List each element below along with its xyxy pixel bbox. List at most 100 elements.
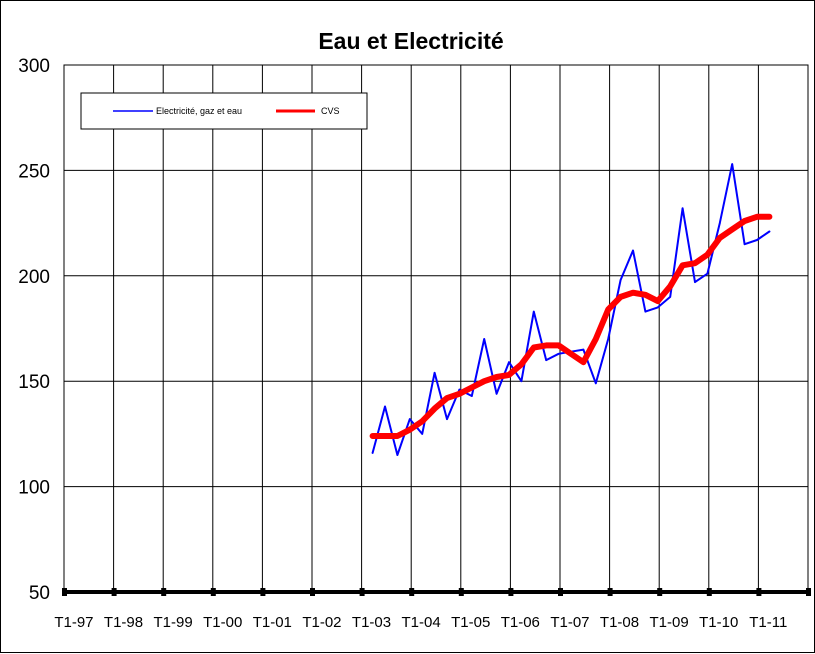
data-point-0 [508, 361, 510, 364]
x-axis-tick-mark [458, 588, 464, 596]
x-tick-label: T1-98 [104, 614, 143, 631]
data-point-1 [742, 218, 748, 224]
x-axis-tick-mark [806, 588, 811, 596]
x-tick-label: T1-06 [501, 614, 540, 631]
data-point-1 [543, 342, 549, 348]
data-point-1 [766, 214, 772, 220]
grid [62, 64, 811, 596]
data-point-0 [657, 306, 659, 309]
y-tick-label: 100 [18, 478, 50, 499]
data-point-0 [607, 338, 609, 340]
x-axis-tick-mark [607, 588, 613, 596]
data-point-0 [743, 243, 746, 245]
x-tick-label: T1-01 [253, 614, 292, 631]
data-point-0 [545, 359, 547, 361]
data-point-0 [483, 338, 486, 340]
x-tick-label: T1-00 [203, 614, 242, 631]
y-tick-label: 300 [18, 56, 50, 77]
legend: Electricité, gaz et eau CVS [80, 92, 368, 130]
series-layer [369, 163, 773, 456]
data-point-0 [371, 452, 374, 454]
data-point-1 [419, 418, 425, 424]
x-axis-tick-mark [756, 588, 762, 596]
data-point-1 [506, 372, 512, 378]
x-tick-label: T1-97 [54, 614, 93, 631]
data-point-0 [619, 279, 622, 281]
data-point-1 [481, 378, 487, 384]
data-point-0 [384, 405, 386, 408]
y-tick-label: 250 [18, 161, 50, 182]
x-axis-tick-mark [210, 588, 216, 596]
x-axis-tick-mark [409, 588, 415, 596]
data-point-1 [518, 361, 524, 367]
data-point-0 [669, 296, 671, 298]
x-axis-tick-mark [310, 588, 315, 596]
data-point-1 [432, 406, 438, 412]
data-point-0 [731, 163, 733, 165]
x-tick-label: T1-02 [302, 614, 341, 631]
data-point-0 [433, 372, 436, 374]
data-point-1 [754, 214, 760, 220]
data-point-0 [421, 433, 424, 435]
data-point-0 [644, 310, 647, 313]
x-tick-label: T1-05 [451, 614, 490, 631]
data-point-1 [456, 391, 462, 397]
data-point-1 [556, 342, 562, 348]
plot-area [63, 64, 809, 593]
x-tick-label: T1-03 [352, 614, 391, 631]
x-tick-label: T1-08 [600, 614, 639, 631]
data-point-1 [717, 235, 723, 241]
data-point-1 [630, 290, 636, 296]
x-axis-ticks: T1-97 T1-98 T1-99 T1-00 T1-01 T1-02 T1-03 T1-04… [54, 614, 787, 631]
x-axis-tick-mark [508, 588, 514, 596]
data-point-0 [557, 353, 560, 355]
x-axis-tick-mark [558, 588, 563, 596]
x-tick-label: T1-04 [402, 614, 441, 631]
data-point-1 [704, 252, 710, 258]
data-point-0 [520, 380, 523, 383]
data-point-1 [394, 433, 400, 439]
legend-label-1: CVS [321, 106, 340, 116]
y-tick-label: 200 [18, 267, 50, 288]
data-point-1 [407, 427, 413, 433]
data-point-0 [595, 382, 597, 385]
data-point-1 [370, 433, 376, 439]
x-axis-tick-mark [260, 588, 266, 596]
data-point-1 [667, 283, 673, 289]
data-point-1 [729, 226, 735, 232]
x-tick-label: T1-07 [550, 614, 589, 631]
x-tick-label: T1-09 [650, 614, 689, 631]
chart-title: Eau et Electricité [318, 28, 503, 54]
data-point-0 [681, 207, 684, 210]
x-axis-tick-mark [111, 588, 117, 596]
data-point-0 [706, 272, 709, 275]
data-point-0 [719, 222, 721, 224]
data-point-0 [533, 310, 535, 313]
data-point-1 [618, 294, 624, 300]
data-point-1 [469, 385, 475, 390]
data-point-0 [471, 395, 473, 397]
data-point-1 [382, 433, 388, 439]
y-axis-ticks: 50 100 150 200 250 300 [18, 56, 50, 604]
x-tick-label: T1-11 [749, 614, 787, 631]
data-point-1 [680, 262, 686, 268]
data-point-1 [692, 260, 698, 266]
x-tick-label: T1-10 [699, 614, 738, 631]
data-point-0 [582, 348, 585, 351]
data-point-1 [593, 336, 599, 342]
data-point-1 [580, 359, 586, 365]
x-axis-tick-mark [657, 588, 663, 596]
y-tick-label: 150 [18, 372, 50, 393]
data-point-0 [495, 393, 498, 395]
data-point-1 [444, 395, 450, 401]
data-point-0 [768, 230, 771, 233]
series-line-1 [369, 213, 773, 439]
y-tick-label: 50 [29, 583, 50, 604]
data-point-1 [642, 292, 648, 298]
data-point-1 [494, 374, 500, 380]
data-point-1 [568, 351, 574, 357]
x-axis-tick-mark [706, 588, 712, 596]
data-point-1 [655, 298, 661, 304]
